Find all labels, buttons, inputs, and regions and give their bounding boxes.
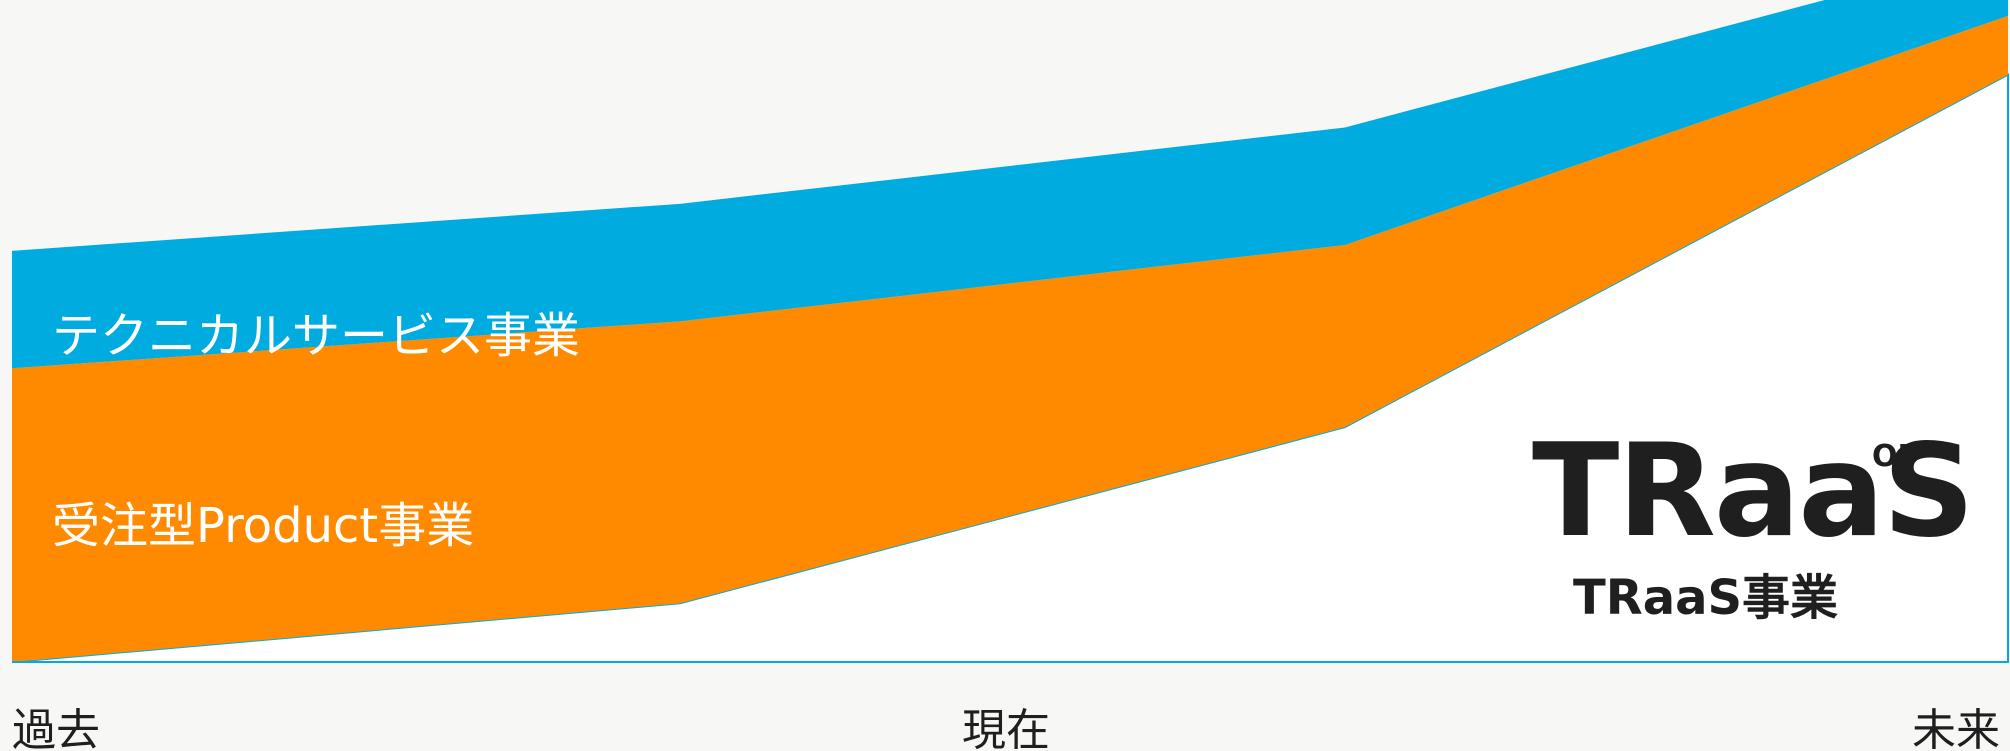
area-1 xyxy=(12,15,2008,662)
series-label-1: 受注型Product事業 xyxy=(52,498,474,554)
traas-logo: TRaaS OP TRaaS事業 xyxy=(1532,417,1975,626)
series-label-2: テクニカルサービス事業 xyxy=(52,308,580,364)
area-2 xyxy=(12,0,2008,369)
x-tick-label-1: 現在 xyxy=(962,705,1050,751)
logo-wordmark: TRaaS xyxy=(1532,417,1973,566)
x-tick-label-2: 未来 xyxy=(1912,705,2000,751)
x-tick-label-0: 過去 xyxy=(12,705,100,751)
logo-caption: TRaaS事業 xyxy=(1573,570,1838,626)
logo-superscript: OP xyxy=(1872,439,1920,474)
chart-areas xyxy=(11,0,2009,663)
